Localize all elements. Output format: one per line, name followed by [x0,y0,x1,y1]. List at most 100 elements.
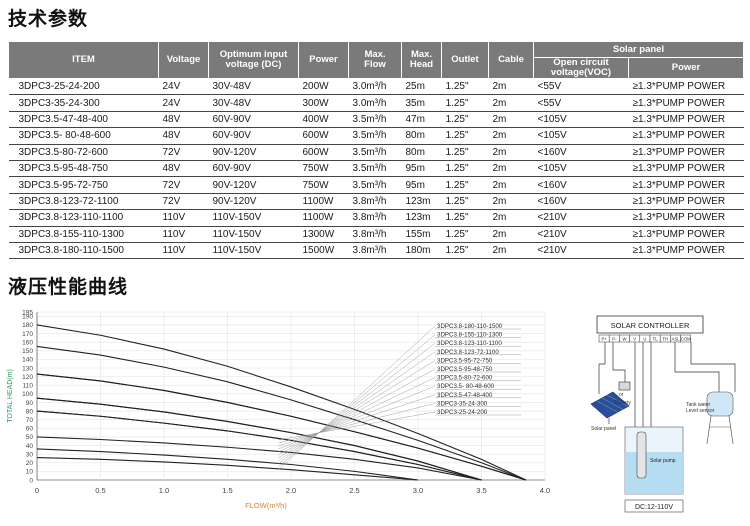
solar-panel-label: Solar panel [591,426,616,432]
series-line [36,448,419,481]
terminal-strip: P+ P- W V U TL TH ASL COM [598,334,691,343]
table-cell: 60V-90V [208,111,299,129]
table-cell: <105V [533,111,629,129]
y-tick-label: 160 [22,339,33,346]
battery-icon [618,381,631,391]
table-cell: 24V [158,94,209,112]
series-line [36,457,419,481]
section-title-specs: 技术参数 [8,8,89,30]
legend-label: 3DPC3.8-123-72-1100 [437,349,499,356]
table-cell: 2m [488,94,534,112]
header-cable: Cable [488,41,534,79]
x-tick-label: 4.0 [540,486,550,495]
x-tick-label: 0 [35,486,39,495]
header-optimum-input: Optimum input voltage (DC) [208,41,299,79]
table-cell: 2m [488,209,534,227]
table-cell: 72V [158,176,209,194]
table-cell: 1.25" [441,242,489,260]
table-row: 3DPC3.8-180-110-1500 110V 110V-150V 1500W 3.… [8,242,744,260]
table-cell: <160V [533,176,629,194]
leader-line [278,411,436,441]
table-cell: <105V [533,127,629,145]
section-title-curves: 液压性能曲线 [8,276,129,298]
table-cell: 47m [401,111,442,129]
x-tick-label: 1.5 [222,486,232,495]
leader-line [278,334,436,468]
water-tank-icon [706,391,734,445]
y-tick-label: 80 [26,408,34,415]
series-line [36,436,482,481]
legend-label: 3DPC3-25-24-200 [437,409,488,416]
table-cell: ≥1.3*PUMP POWER [628,127,744,145]
header-max-flow: Max. Flow [348,41,402,79]
table-cell: 2m [488,226,534,243]
solar-panel-icon [590,391,630,424]
table-cell: 110V-150V [208,209,299,227]
table-cell: 1.25" [441,176,489,194]
table-row: 3DPC3.5-95-48-750 48V 60V-90V 750W 3.5m³/h 95… [8,160,744,178]
table-row: 3DPC3.5-47-48-400 48V 60V-90V 400W 3.5m³/h 47… [8,111,744,129]
table-cell: 750W [298,160,349,178]
terminal-label: W [623,337,627,342]
table-cell: 3DPC3.5-95-72-750 [8,176,159,194]
table-cell: <210V [533,226,629,243]
well-icon [624,426,684,495]
table-cell: 80m [401,144,442,161]
or-label: or [619,392,624,398]
table-cell: 180m [401,242,442,260]
table-cell: 1.25" [441,127,489,145]
pump-icon [636,431,647,479]
table-cell: 35m [401,94,442,112]
terminal-label: TH [663,337,669,342]
legend-label: 3DPC3.5- 80-48-600 [437,383,495,390]
table-cell: 2m [488,242,534,260]
table-cell: 90V-120V [208,144,299,161]
controller-title: SOLAR CONTROLLER [611,321,690,330]
leader-line [278,403,436,444]
table-cell: ≥1.3*PUMP POWER [628,111,744,129]
series-line [36,324,527,481]
table-cell: 200W [298,78,349,96]
x-tick-label: 0.5 [95,486,105,495]
table-cell: 3.8m³/h [348,242,402,260]
legend-label: 3DPC3.5-95-72-750 [437,357,493,364]
table-cell: 110V-150V [208,226,299,243]
y-tick-label: 180 [22,322,33,329]
y-tick-label: 100 [22,391,33,398]
terminal-label: U [643,337,646,342]
table-cell: 3DPC3-25-24-200 [8,78,159,96]
table-cell: 95m [401,160,442,178]
table-cell: 95m [401,176,442,194]
table-row: 3DPC3.5-80-72-600 72V 90V-120V 600W 3.5m³/h 8… [8,144,744,161]
table-cell: ≥1.3*PUMP POWER [628,144,744,161]
table-cell: 155m [401,226,442,243]
y-tick-label: 0 [29,477,33,484]
pump-label: Solar pump [650,458,676,464]
leader-line [278,325,436,471]
y-tick-label: 110 [23,383,34,390]
table-cell: <55V [533,94,629,112]
table-cell: ≥1.3*PUMP POWER [628,78,744,96]
table-cell: 3DPC3.8-123-72-1100 [8,193,159,211]
table-cell: ≥1.3*PUMP POWER [628,209,744,227]
table-cell: 750W [298,176,349,194]
leader-line [278,360,436,459]
header-power: Power [298,41,349,79]
wires [598,342,736,427]
table-cell: 1.25" [441,94,489,112]
table-cell: 110V [158,242,209,260]
wiring-diagram: SOLAR CONTROLLER P+ P- W V U TL TH ASL COM Solar… [585,312,745,517]
leader-line [278,368,436,456]
table-cell: 2m [488,78,534,96]
terminal-label: V [633,337,636,342]
y-tick-label: 40 [26,443,34,450]
y-tick-label: 10 [26,469,34,476]
series-line [36,397,482,481]
header-solar-power: Power [628,57,744,79]
x-axis-label: FLOW(m³/h) [245,501,287,510]
table-cell: 400W [298,111,349,129]
table-row: 3DPC3.8-123-72-1100 72V 90V-120V 1100W 3.8m³… [8,193,744,211]
controller-box [596,315,704,334]
dc-label: DC:12-110V [635,504,673,511]
table-cell: 1.25" [441,193,489,211]
